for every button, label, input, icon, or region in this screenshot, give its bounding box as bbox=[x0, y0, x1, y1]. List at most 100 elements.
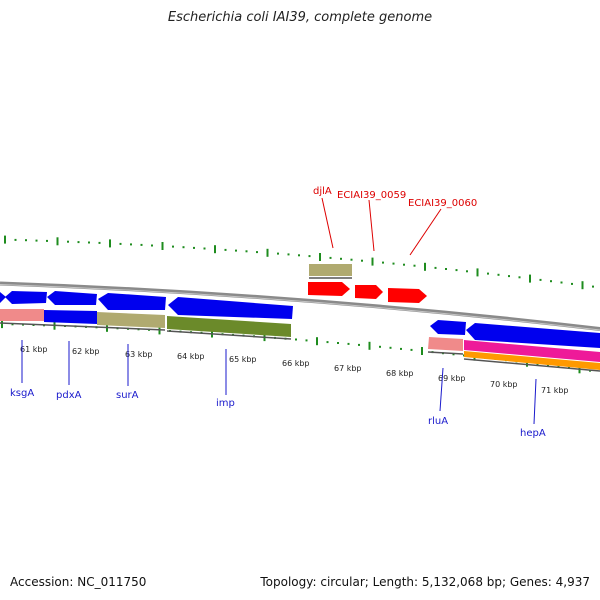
minor-tick bbox=[592, 285, 594, 288]
outer-tick-track bbox=[4, 235, 594, 290]
gene-cluster-right bbox=[427, 320, 600, 372]
minor-tick bbox=[413, 264, 416, 267]
minor-tick bbox=[14, 238, 17, 241]
major-tick bbox=[214, 245, 216, 254]
major-tick bbox=[529, 274, 531, 283]
cds-feature bbox=[430, 320, 466, 335]
minor-tick bbox=[337, 342, 339, 344]
minor-tick bbox=[350, 258, 353, 261]
cds-feature bbox=[47, 291, 97, 305]
minor-tick bbox=[130, 243, 132, 246]
gene-bar bbox=[428, 337, 463, 351]
genome-backbone bbox=[0, 281, 600, 331]
minor-tick bbox=[452, 353, 455, 356]
minor-tick bbox=[35, 239, 38, 242]
minor-tick bbox=[382, 261, 384, 264]
minor-tick bbox=[497, 273, 500, 276]
major-tick bbox=[316, 337, 318, 346]
minor-tick bbox=[466, 270, 468, 273]
minor-tick bbox=[295, 338, 297, 341]
major-tick bbox=[371, 257, 374, 266]
top-gene-labels: djlA ECIAI39_0059 ECIAI39_0060 bbox=[313, 186, 477, 256]
gene-label-imp: imp bbox=[216, 398, 235, 409]
gene-label-ECIAI39_0060: ECIAI39_0060 bbox=[408, 198, 477, 209]
minor-tick bbox=[172, 245, 174, 248]
kbp-label: 68 kbp bbox=[386, 369, 414, 378]
gene-label-hepA: hepA bbox=[520, 428, 546, 439]
minor-tick bbox=[298, 254, 300, 257]
minor-tick bbox=[410, 348, 413, 351]
minor-tick bbox=[571, 282, 573, 285]
minor-tick bbox=[224, 248, 227, 251]
gene-label-ECIAI39_0059: ECIAI39_0059 bbox=[337, 190, 406, 201]
minor-tick bbox=[119, 242, 122, 245]
major-tick bbox=[161, 242, 164, 250]
minor-tick bbox=[245, 250, 248, 253]
gene-bars-left bbox=[0, 309, 292, 340]
minor-tick bbox=[308, 255, 311, 258]
gene-bar bbox=[464, 351, 600, 370]
minor-tick bbox=[547, 364, 549, 367]
major-tick bbox=[581, 281, 584, 290]
minor-tick bbox=[434, 266, 437, 269]
gene-label-surA: surA bbox=[116, 390, 139, 401]
gene-label-ksgA: ksgA bbox=[10, 388, 34, 399]
minor-tick bbox=[560, 281, 563, 284]
minor-tick bbox=[361, 259, 363, 262]
gene-bar bbox=[0, 309, 44, 321]
kbp-label: 63 kbp bbox=[125, 350, 153, 359]
minor-tick bbox=[518, 276, 521, 279]
major-tick bbox=[319, 253, 321, 261]
minor-tick bbox=[326, 341, 329, 344]
minor-tick bbox=[98, 241, 101, 244]
minor-tick bbox=[445, 268, 447, 270]
minor-tick bbox=[77, 241, 80, 244]
minor-tick bbox=[151, 244, 153, 247]
gene-label-djlA: djlA bbox=[313, 186, 332, 197]
gene-bar bbox=[44, 310, 97, 324]
major-tick bbox=[368, 341, 371, 350]
minor-tick bbox=[203, 247, 206, 250]
minor-tick bbox=[550, 280, 552, 283]
map-title: Escherichia coli IAI39, complete genome bbox=[167, 10, 433, 25]
major-tick bbox=[109, 239, 111, 248]
major-tick bbox=[476, 268, 479, 277]
minor-tick bbox=[11, 323, 14, 326]
minor-tick bbox=[508, 275, 510, 278]
minor-tick bbox=[277, 252, 279, 255]
minor-tick bbox=[235, 249, 237, 252]
minor-tick bbox=[305, 339, 308, 342]
cds-feature bbox=[168, 297, 293, 319]
minor-tick bbox=[347, 342, 350, 345]
minor-tick bbox=[340, 257, 342, 260]
gene-bar bbox=[167, 316, 291, 337]
gene-cluster-top bbox=[308, 264, 427, 303]
cds-feature bbox=[466, 323, 600, 348]
major-tick bbox=[421, 347, 423, 355]
minor-tick bbox=[67, 240, 69, 243]
gene-bar bbox=[97, 312, 165, 328]
kbp-label: 64 kbp bbox=[177, 352, 205, 361]
kbp-label: 71 kbp bbox=[541, 386, 569, 395]
minor-tick bbox=[256, 251, 258, 254]
genome-summary-text: Topology: circular; Length: 5,132,068 bp… bbox=[260, 575, 590, 589]
bottom-gene-labels: ksgA pdxA surA imp rluA hepA bbox=[10, 340, 546, 439]
major-tick bbox=[4, 235, 6, 244]
major-tick bbox=[1, 320, 3, 329]
gene-label-rluA: rluA bbox=[428, 416, 448, 427]
minor-tick bbox=[88, 241, 90, 244]
cds-feature bbox=[355, 285, 383, 299]
minor-tick bbox=[182, 246, 185, 249]
gene-bar bbox=[309, 264, 352, 276]
minor-tick bbox=[358, 343, 360, 346]
minor-tick bbox=[140, 243, 143, 246]
cds-feature bbox=[5, 291, 47, 304]
gene-label-pdxA: pdxA bbox=[56, 390, 82, 401]
major-tick bbox=[56, 237, 59, 246]
minor-tick bbox=[389, 346, 392, 349]
kbp-label: 70 kbp bbox=[490, 380, 518, 389]
minor-tick bbox=[193, 246, 195, 249]
cds-row-left-upper bbox=[0, 291, 293, 319]
minor-tick bbox=[487, 272, 489, 275]
minor-tick bbox=[400, 347, 402, 350]
